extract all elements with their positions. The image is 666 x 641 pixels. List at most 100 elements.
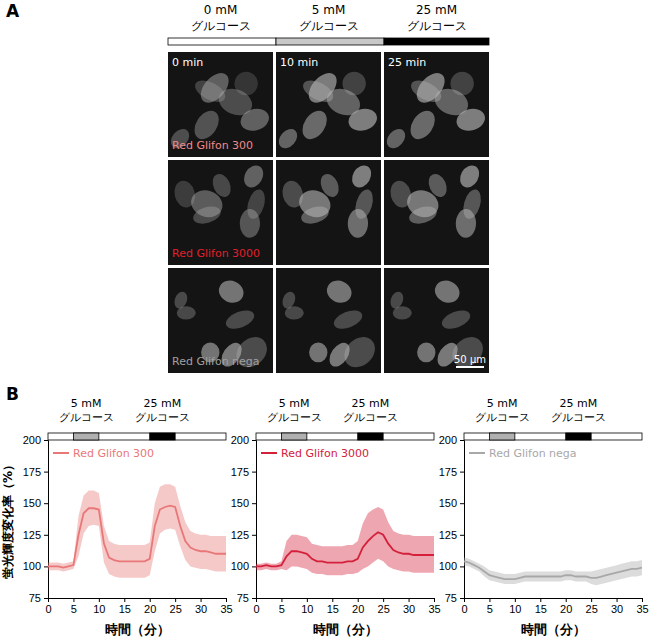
y-tick-mark bbox=[252, 472, 256, 473]
x-axis: 05101520253035 bbox=[45, 598, 232, 615]
plot-area bbox=[48, 484, 226, 578]
x-tick-mark bbox=[175, 598, 176, 602]
cell bbox=[352, 187, 376, 220]
cell bbox=[187, 186, 226, 221]
x-tick-mark bbox=[124, 598, 125, 602]
y-axis: 75100125150175200 bbox=[231, 434, 257, 604]
cell bbox=[240, 162, 267, 191]
chart: 5 mMグルコース25 mMグルコース751001251501752000510… bbox=[439, 397, 649, 637]
x-tick: 0 bbox=[461, 598, 467, 615]
x-tick-mark bbox=[409, 598, 410, 602]
time-label: 0 min bbox=[172, 56, 203, 69]
y-tick-mark bbox=[44, 503, 48, 504]
y-tick-label: 200 bbox=[231, 434, 249, 446]
legend-swatch bbox=[261, 452, 277, 454]
cell bbox=[298, 106, 332, 143]
cell bbox=[346, 106, 380, 134]
y-axis-line bbox=[252, 441, 257, 599]
x-tick-label: 10 bbox=[509, 603, 521, 615]
cell bbox=[331, 307, 364, 333]
cell bbox=[411, 68, 450, 108]
cell bbox=[215, 277, 247, 307]
y-tick-label: 175 bbox=[439, 466, 457, 478]
micrograph bbox=[167, 52, 273, 157]
x-tick: 20 bbox=[560, 598, 572, 615]
x-tick-label: 30 bbox=[195, 603, 207, 615]
y-tick-mark bbox=[252, 598, 256, 599]
x-tick-mark bbox=[307, 598, 308, 602]
y-tick-label: 200 bbox=[23, 434, 41, 446]
y-tick-mark bbox=[252, 440, 256, 441]
x-tick: 25 bbox=[586, 598, 598, 615]
y-axis-line bbox=[44, 441, 49, 599]
x-tick-label: 25 bbox=[586, 603, 598, 615]
x-tick-label: 0 bbox=[45, 603, 51, 615]
micrograph bbox=[168, 160, 273, 265]
x-tick: 30 bbox=[195, 598, 207, 615]
x-tick-mark bbox=[99, 598, 100, 602]
x-tick-label: 35 bbox=[428, 603, 440, 615]
x-tick: 15 bbox=[535, 598, 547, 615]
legend-label: Red Glifon nega bbox=[489, 447, 577, 460]
y-tick-label: 175 bbox=[23, 466, 41, 478]
x-tick-mark bbox=[48, 598, 49, 602]
x-tick-label: 15 bbox=[119, 603, 131, 615]
x-tick-label: 20 bbox=[352, 603, 364, 615]
legend-swatch bbox=[469, 452, 485, 454]
stimulus-label: 5 mMグルコース bbox=[475, 397, 530, 424]
cell bbox=[195, 68, 234, 108]
micrograph bbox=[383, 52, 489, 157]
condition-label: 0 mMグルコース bbox=[191, 3, 251, 33]
y-tick-label: 125 bbox=[439, 529, 457, 541]
x-tick-label: 30 bbox=[403, 603, 415, 615]
x-tick-mark bbox=[591, 598, 592, 602]
stimulus-track bbox=[464, 433, 642, 440]
micrograph-ground bbox=[276, 160, 381, 265]
y-tick-label: 125 bbox=[231, 529, 249, 541]
x-tick-mark bbox=[489, 598, 490, 602]
x-tick: 20 bbox=[144, 598, 156, 615]
legend-label: Red Glifon 3000 bbox=[281, 447, 369, 460]
y-axis-line bbox=[460, 441, 465, 599]
cell bbox=[383, 125, 409, 152]
y-tick: 150 bbox=[23, 497, 48, 509]
stimulus bbox=[150, 433, 175, 440]
micrograph-ground bbox=[276, 52, 381, 157]
x-tick: 10 bbox=[93, 598, 105, 615]
micrograph-ground bbox=[384, 268, 489, 373]
y-tick-label: 75 bbox=[237, 592, 249, 604]
condition-bar bbox=[276, 38, 384, 45]
x-tick: 35 bbox=[220, 598, 232, 615]
y-tick: 175 bbox=[231, 466, 256, 478]
cell bbox=[325, 339, 353, 370]
y-tick-mark bbox=[460, 503, 464, 504]
micrograph bbox=[384, 268, 489, 373]
row-label: Red Glifon 3000 bbox=[172, 247, 260, 260]
y-axis: 75100125150175200 bbox=[23, 434, 49, 604]
x-tick-label: 5 bbox=[487, 603, 493, 615]
stimulus-track bbox=[48, 433, 226, 440]
x-tick: 15 bbox=[327, 598, 339, 615]
y-tick-mark bbox=[460, 472, 464, 473]
stimulus-label: 5 mMグルコース bbox=[267, 397, 322, 424]
x-tick: 5 bbox=[487, 598, 493, 615]
legend-label: Red Glifon 300 bbox=[73, 447, 154, 460]
y-axis-title: 蛍光輝度変化率（%） bbox=[1, 459, 15, 579]
y-tick: 200 bbox=[439, 434, 464, 446]
y-tick: 150 bbox=[439, 497, 464, 509]
cell bbox=[439, 307, 472, 333]
time-label: 10 min bbox=[280, 56, 318, 69]
micrograph bbox=[168, 268, 273, 373]
cell bbox=[238, 106, 272, 134]
x-tick-mark bbox=[256, 598, 257, 602]
x-tick: 25 bbox=[170, 598, 182, 615]
y-tick-mark bbox=[252, 566, 256, 567]
mean-line bbox=[464, 561, 642, 579]
y-tick-mark bbox=[44, 440, 48, 441]
x-tick-mark bbox=[332, 598, 333, 602]
stimulus-label: 25 mMグルコース bbox=[135, 397, 190, 424]
y-tick: 200 bbox=[23, 434, 48, 446]
y-tick-mark bbox=[44, 535, 48, 536]
cell bbox=[454, 106, 488, 134]
x-tick-label: 15 bbox=[535, 603, 547, 615]
